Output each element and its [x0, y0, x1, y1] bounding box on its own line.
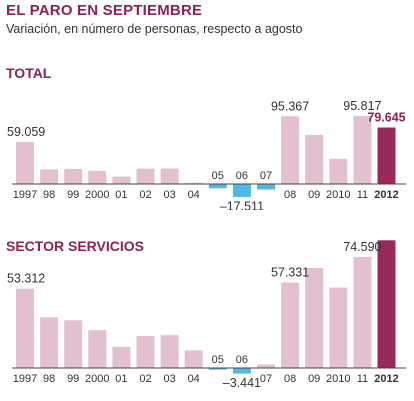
tick-label-03: 03 — [163, 373, 175, 385]
value-label-2012: 79.645 — [367, 111, 405, 125]
tick-label-2000: 2000 — [85, 373, 109, 385]
bar-07 — [257, 364, 275, 368]
total-chart: TOTAL 1997 98 99 2000 01 02 03 04 05 06 07 08 09 2010 1… — [6, 65, 406, 210]
chart-subtitle: Variación, en número de personas, respec… — [6, 22, 303, 36]
bar-01 — [112, 346, 131, 368]
bar-06 — [232, 184, 251, 197]
chart-title: EL PARO EN SEPTIEMBRE — [6, 2, 203, 19]
value-label-08: 95.367 — [271, 99, 309, 113]
tick-label-08: 08 — [284, 373, 296, 385]
services-chart: SECTOR SERVICIOS 1997 98 99 2000 01 02 03 04 05 06… — [6, 237, 406, 387]
tick-label-2000: 2000 — [85, 189, 109, 201]
bar-2012 — [377, 240, 396, 368]
tick-label-09: 09 — [308, 373, 320, 385]
bar-02 — [136, 168, 155, 184]
value-label-06: –3.441 — [223, 376, 261, 387]
bar-1997 — [16, 142, 34, 184]
tick-label-99: 99 — [67, 189, 79, 201]
tick-label-07: 07 — [260, 170, 272, 182]
bar-11 — [353, 116, 372, 184]
section-title: SECTOR SERVICIOS — [6, 238, 144, 254]
tick-label-09: 09 — [308, 189, 320, 201]
bar-2000 — [88, 170, 107, 184]
tick-label-1997: 1997 — [13, 189, 37, 201]
tick-label-01: 01 — [115, 189, 127, 201]
bar-08 — [281, 282, 300, 368]
bar-01 — [112, 176, 131, 184]
tick-label-01: 01 — [115, 373, 127, 385]
tick-label-11: 11 — [357, 373, 368, 385]
section-title: TOTAL — [6, 65, 52, 81]
bar-03 — [160, 335, 179, 368]
bar-05 — [208, 368, 227, 370]
bar-2010 — [329, 158, 348, 184]
bar-08 — [281, 116, 300, 184]
bar-04 — [184, 182, 203, 184]
tick-label-2010: 2010 — [326, 373, 350, 385]
value-label-11: 95.817 — [343, 99, 381, 113]
tick-label-08: 08 — [284, 189, 296, 201]
tick-label-02: 02 — [139, 189, 151, 201]
bar-98 — [40, 169, 59, 184]
tick-label-05: 05 — [212, 354, 224, 366]
bar-99 — [64, 168, 83, 184]
tick-label-03: 03 — [163, 189, 175, 201]
bar-2000 — [88, 330, 107, 368]
bar-2010 — [329, 287, 348, 368]
bar-06 — [232, 368, 251, 374]
tick-label-02: 02 — [139, 373, 151, 385]
tick-label-98: 98 — [43, 373, 55, 385]
bar-1997 — [16, 288, 34, 368]
tick-label-06: 06 — [236, 170, 248, 182]
tick-label-99: 99 — [67, 373, 79, 385]
bar-98 — [40, 317, 59, 368]
tick-label-2012: 2012 — [374, 373, 398, 385]
value-label-11: 74.590 — [343, 240, 381, 254]
tick-label-07: 07 — [260, 373, 272, 385]
value-label-06: –17.511 — [220, 199, 264, 210]
tick-label-1997: 1997 — [13, 373, 37, 385]
tick-label-2010: 2010 — [326, 189, 350, 201]
bar-09 — [305, 267, 324, 368]
bar-05 — [208, 184, 227, 189]
tick-label-04: 04 — [188, 373, 200, 385]
bar-11 — [353, 256, 372, 368]
bar-03 — [160, 168, 179, 184]
tick-label-06: 06 — [236, 354, 248, 366]
value-label-1997: 53.312 — [7, 272, 45, 286]
value-label-1997: 59.059 — [7, 125, 45, 139]
value-label-08: 57.331 — [271, 266, 309, 280]
bar-2012 — [377, 127, 396, 184]
bar-02 — [136, 336, 155, 368]
bar-99 — [64, 320, 83, 368]
tick-label-04: 04 — [188, 189, 200, 201]
tick-label-05: 05 — [212, 170, 224, 182]
bar-09 — [305, 135, 324, 184]
tick-label-11: 11 — [357, 189, 368, 201]
bar-07 — [257, 184, 275, 190]
bar-04 — [184, 350, 203, 368]
tick-label-98: 98 — [43, 189, 55, 201]
tick-label-2012: 2012 — [374, 189, 398, 201]
